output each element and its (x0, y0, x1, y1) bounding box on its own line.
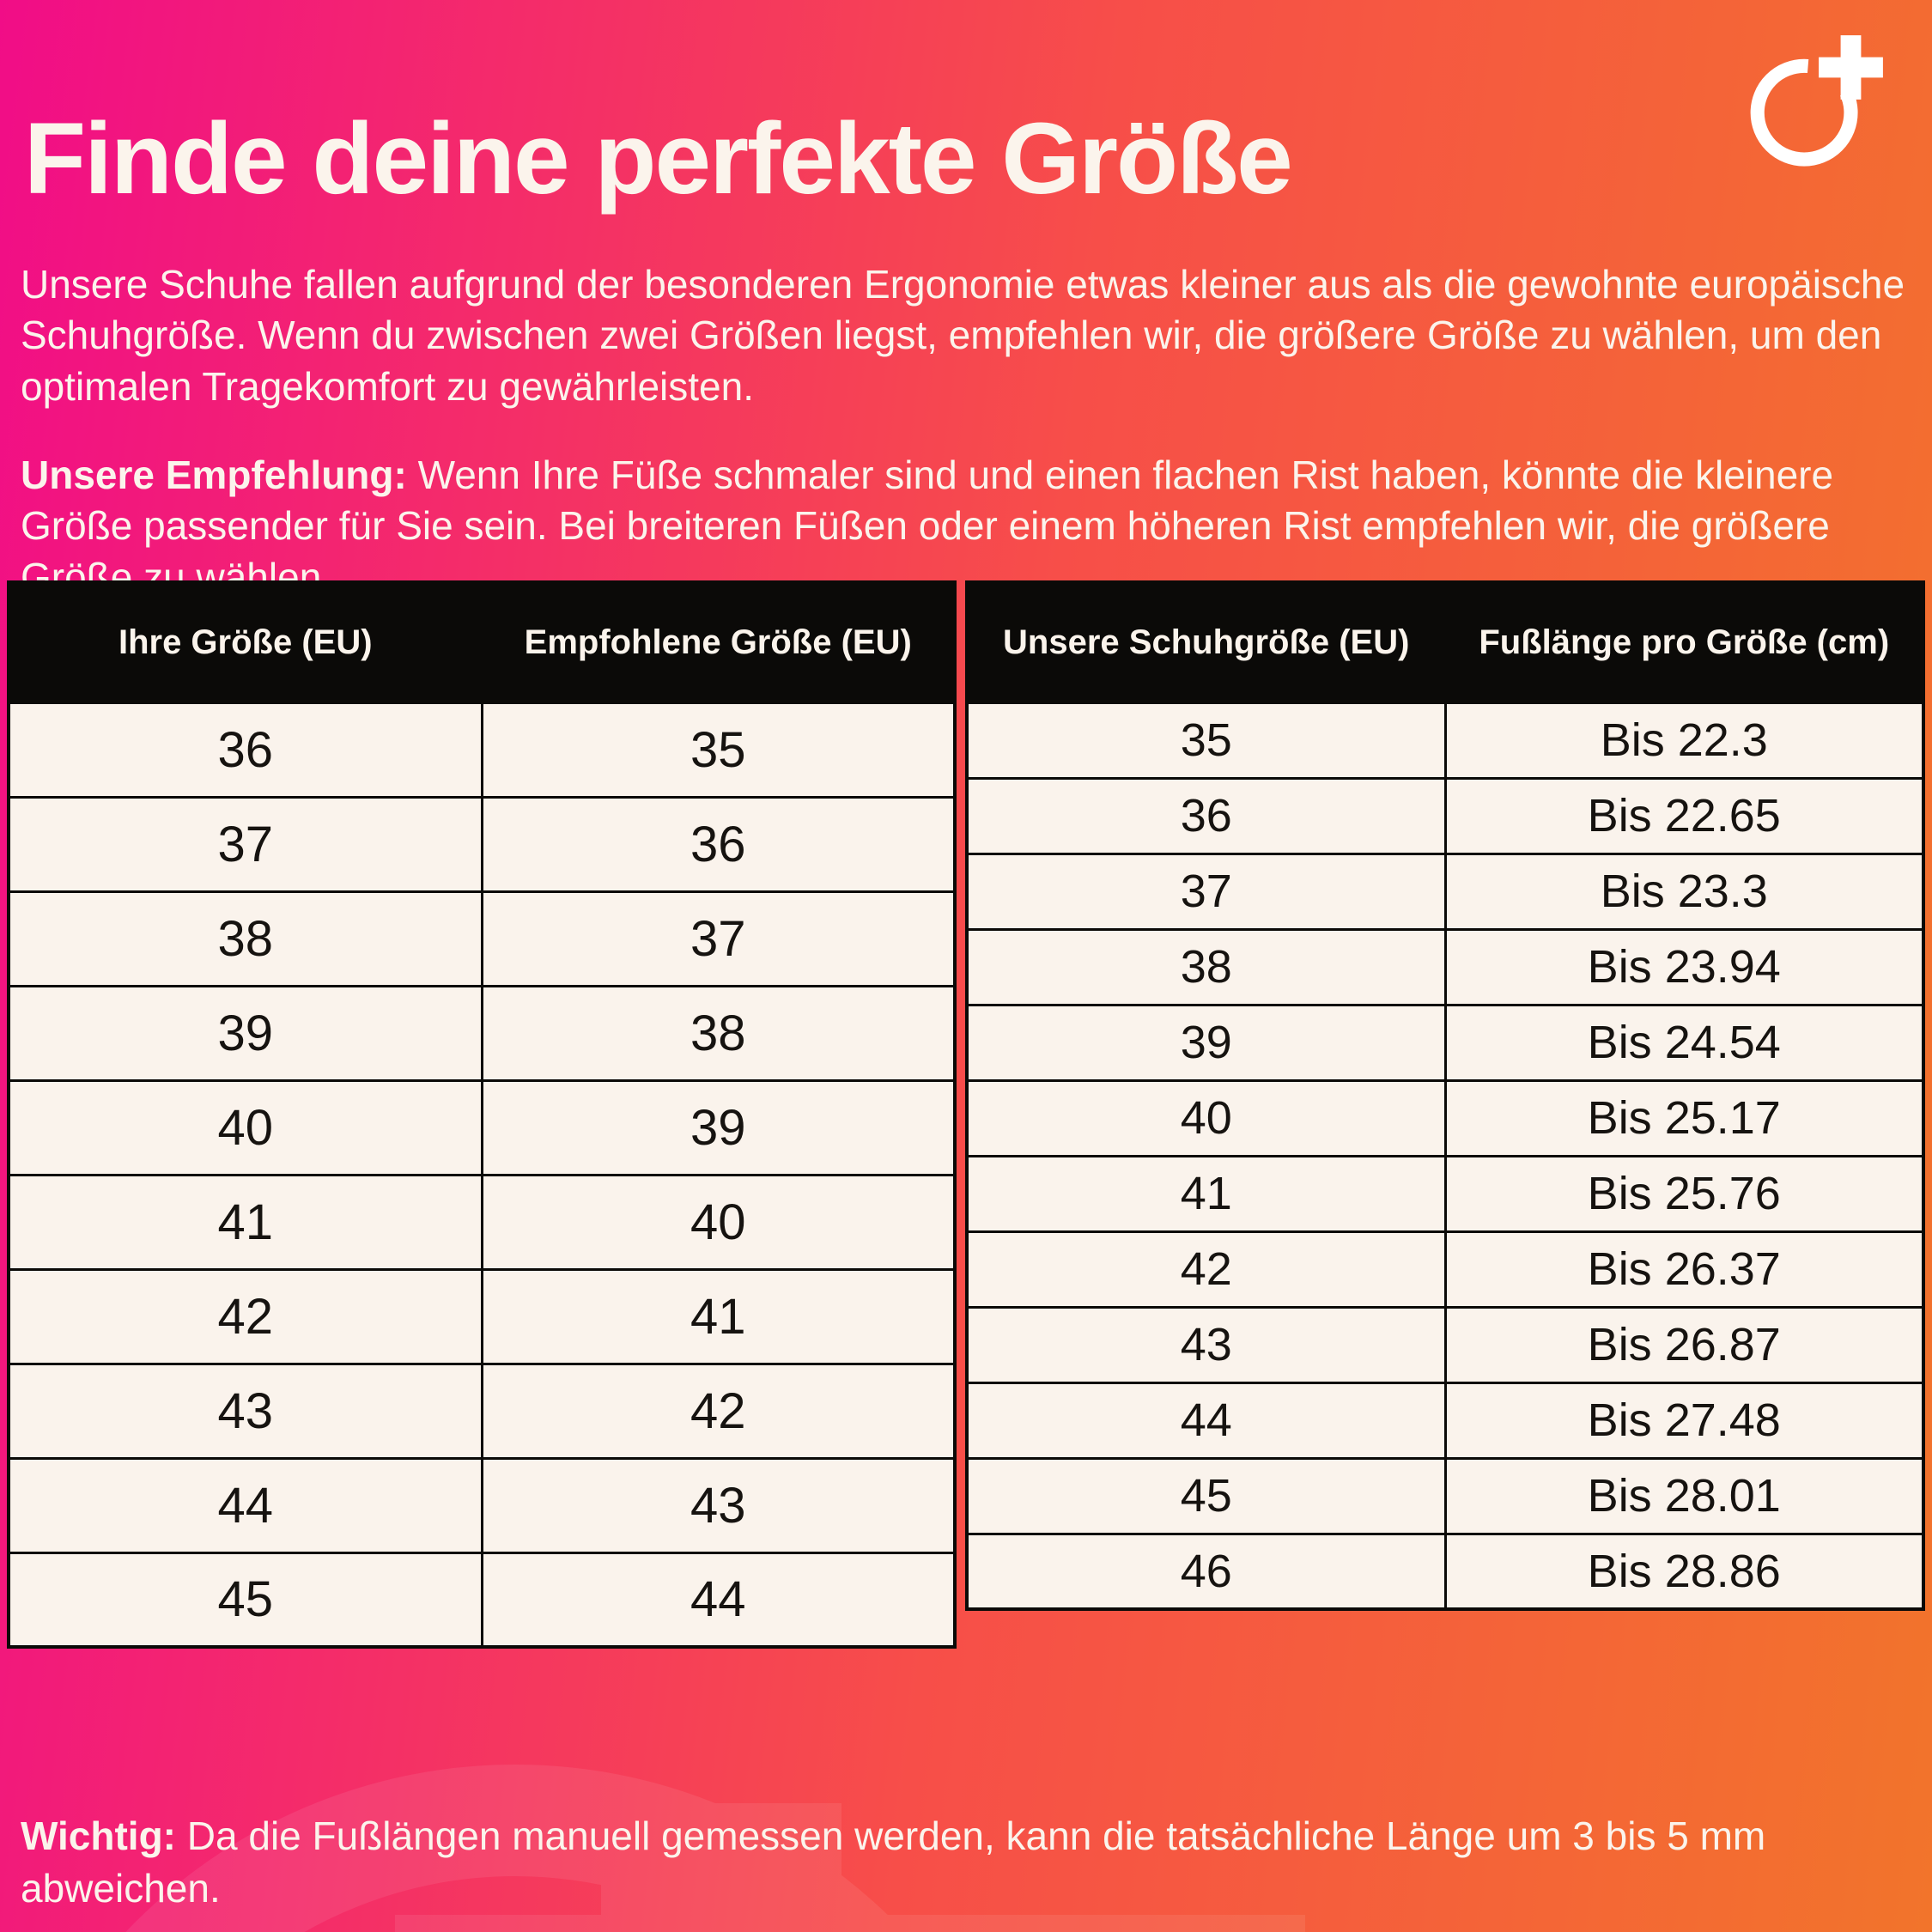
foot-length-table-container: Unsere Schuhgröße (EU) Fußlänge pro Größe… (965, 580, 1925, 1611)
table-row: 43 42 (7, 1362, 957, 1460)
column-header: Ihre Größe (EU) (7, 580, 483, 704)
table-cell: 41 (480, 1267, 957, 1365)
table-cell: 39 (7, 984, 483, 1082)
table-row: 43 Bis 26.87 (965, 1305, 1925, 1384)
recommendation-label: Unsere Empfehlung: (21, 453, 407, 497)
table-cell: 37 (965, 852, 1447, 931)
table-row: 36 Bis 22.65 (965, 776, 1925, 855)
table-cell: 37 (7, 795, 483, 893)
table-cell: 43 (7, 1362, 483, 1460)
size-conversion-table: Ihre Größe (EU) Empfohlene Größe (EU) 36 35… (7, 580, 957, 1649)
table-cell: 35 (480, 701, 957, 799)
table-cell: 37 (480, 890, 957, 987)
table-row: 39 38 (7, 984, 957, 1082)
table-cell: 39 (480, 1078, 957, 1176)
footnote-label: Wichtig: (21, 1814, 176, 1858)
table-row: 41 40 (7, 1173, 957, 1271)
table-cell: Bis 28.86 (1443, 1532, 1925, 1611)
table-cell: Bis 28.01 (1443, 1456, 1925, 1535)
table-row: 44 Bis 27.48 (965, 1381, 1925, 1460)
table-row: 37 36 (7, 795, 957, 893)
table-cell: Bis 22.65 (1443, 776, 1925, 855)
table-cell: 38 (965, 927, 1447, 1006)
table-row: 38 37 (7, 890, 957, 987)
table-row: 41 Bis 25.76 (965, 1154, 1925, 1233)
table-cell: 45 (7, 1551, 483, 1649)
table-cell: 40 (7, 1078, 483, 1176)
table-row: 38 Bis 23.94 (965, 927, 1925, 1006)
table-row: 42 41 (7, 1267, 957, 1365)
footnote-text: Da die Fußlängen manuell gemessen werden… (21, 1814, 1766, 1911)
table-cell: 35 (965, 701, 1447, 780)
table-cell: Bis 23.3 (1443, 852, 1925, 931)
table-cell: 36 (965, 776, 1447, 855)
table-header-row: Ihre Größe (EU) Empfohlene Größe (EU) (7, 580, 957, 704)
table-row: 36 35 (7, 701, 957, 799)
table-cell: 40 (480, 1173, 957, 1271)
table-cell: Bis 25.17 (1443, 1078, 1925, 1157)
table-cell: 45 (965, 1456, 1447, 1535)
table-cell: 39 (965, 1003, 1447, 1082)
size-conversion-table-container: Ihre Größe (EU) Empfohlene Größe (EU) 36 35… (7, 580, 957, 1649)
table-row: 40 Bis 25.17 (965, 1078, 1925, 1157)
table-row: 42 Bis 26.37 (965, 1230, 1925, 1309)
table-cell: 46 (965, 1532, 1447, 1611)
column-header: Fußlänge pro Größe (cm) (1443, 580, 1925, 704)
foot-length-table: Unsere Schuhgröße (EU) Fußlänge pro Größe… (965, 580, 1925, 1611)
table-cell: 36 (7, 701, 483, 799)
table-row: 40 39 (7, 1078, 957, 1176)
table-cell: Bis 25.76 (1443, 1154, 1925, 1233)
page-title: Finde deine perfekte Größe (24, 102, 1293, 216)
table-cell: 44 (480, 1551, 957, 1649)
table-cell: 36 (480, 795, 957, 893)
table-cell: 43 (965, 1305, 1447, 1384)
table-cell: 43 (480, 1456, 957, 1554)
table-cell: Bis 26.37 (1443, 1230, 1925, 1309)
table-cell: Bis 26.87 (1443, 1305, 1925, 1384)
table-row: 44 43 (7, 1456, 957, 1554)
circle-plus-logo-icon (1750, 35, 1883, 167)
table-header-row: Unsere Schuhgröße (EU) Fußlänge pro Größe… (965, 580, 1925, 704)
table-cell: Bis 27.48 (1443, 1381, 1925, 1460)
table-cell: Bis 24.54 (1443, 1003, 1925, 1082)
column-header: Unsere Schuhgröße (EU) (965, 580, 1447, 704)
column-header: Empfohlene Größe (EU) (480, 580, 957, 704)
table-cell: 44 (965, 1381, 1447, 1460)
table-row: 35 Bis 22.3 (965, 701, 1925, 780)
table-row: 46 Bis 28.86 (965, 1532, 1925, 1611)
table-cell: Bis 22.3 (1443, 701, 1925, 780)
table-cell: 42 (480, 1362, 957, 1460)
table-cell: 42 (7, 1267, 483, 1365)
table-row: 45 Bis 28.01 (965, 1456, 1925, 1535)
table-cell: Bis 23.94 (1443, 927, 1925, 1006)
intro-paragraph: Unsere Schuhe fallen aufgrund der besond… (21, 262, 1905, 409)
table-row: 39 Bis 24.54 (965, 1003, 1925, 1082)
table-cell: 38 (480, 984, 957, 1082)
footnote: Wichtig: Da die Fußlängen manuell gemess… (21, 1810, 1910, 1914)
table-cell: 41 (965, 1154, 1447, 1233)
table-cell: 44 (7, 1456, 483, 1554)
table-row: 37 Bis 23.3 (965, 852, 1925, 931)
table-cell: 42 (965, 1230, 1447, 1309)
table-cell: 38 (7, 890, 483, 987)
table-cell: 40 (965, 1078, 1447, 1157)
table-row: 45 44 (7, 1551, 957, 1649)
table-cell: 41 (7, 1173, 483, 1271)
